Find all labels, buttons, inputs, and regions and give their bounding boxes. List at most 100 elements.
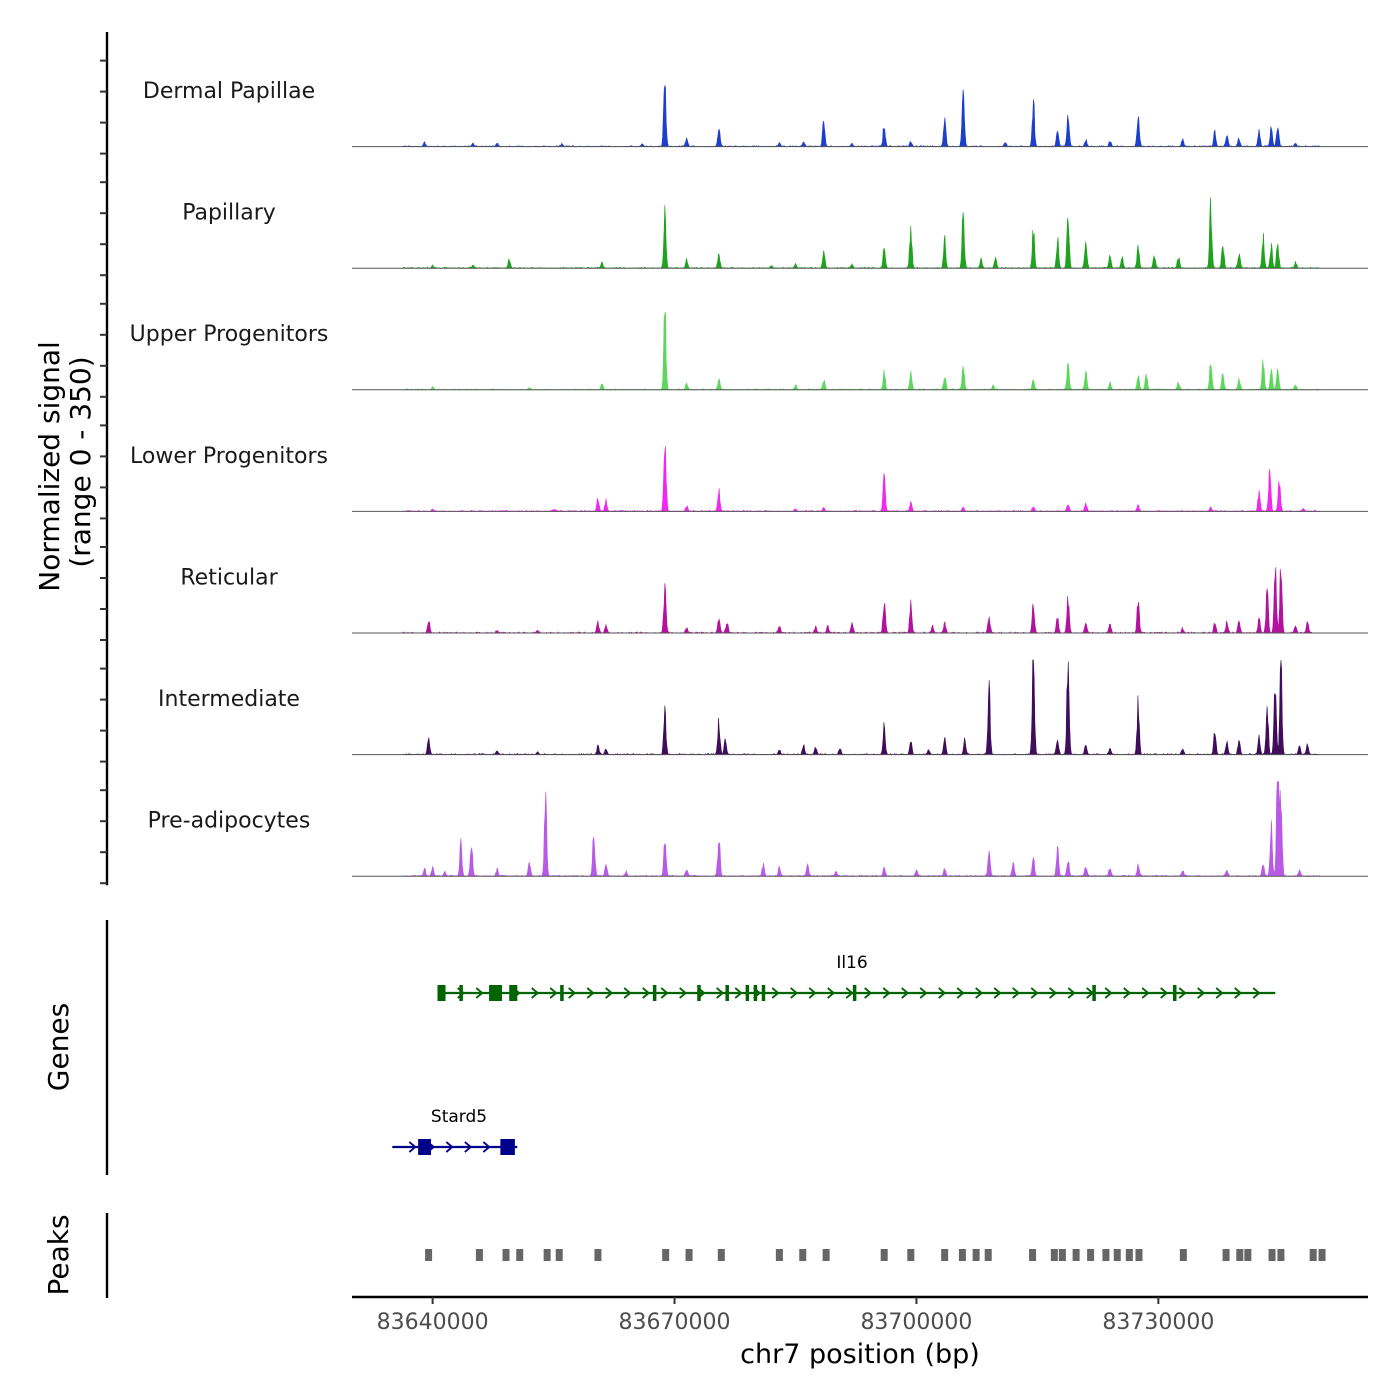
strand-arrow	[1234, 987, 1243, 999]
strand-arrow	[1197, 987, 1206, 999]
strand-arrow	[901, 987, 910, 999]
peak-mark	[1244, 1249, 1252, 1261]
peak-mark	[1102, 1249, 1110, 1261]
peak-mark	[502, 1249, 510, 1261]
peak-mark	[425, 1249, 433, 1261]
peak-mark	[1236, 1249, 1244, 1261]
strand-arrow	[475, 987, 484, 999]
exon	[745, 985, 750, 1001]
strand-arrow	[660, 987, 669, 999]
exon	[1092, 985, 1096, 1001]
peak-mark	[822, 1249, 830, 1261]
x-tick-label: 83700000	[860, 1310, 972, 1335]
peak-mark	[1268, 1249, 1276, 1261]
coverage-track: Reticular	[180, 565, 1368, 634]
strand-arrow	[790, 987, 799, 999]
strand-arrow	[568, 987, 577, 999]
peak-mark	[516, 1249, 524, 1261]
track-label: Papillary	[182, 201, 276, 226]
peak-mark	[799, 1249, 807, 1261]
strand-arrow	[1030, 987, 1039, 999]
gene-model: Stard5	[392, 1107, 518, 1155]
peak-mark	[1125, 1249, 1133, 1261]
peaks-y-axis-label: Peaks	[42, 1214, 75, 1295]
track-label: Lower Progenitors	[130, 444, 328, 469]
peak-mark	[1222, 1249, 1230, 1261]
coverage-area	[402, 567, 1321, 634]
peak-mark	[1058, 1249, 1066, 1261]
exon	[437, 985, 446, 1001]
peak-mark	[907, 1249, 915, 1261]
exon	[761, 985, 766, 1001]
strand-arrow	[1123, 987, 1132, 999]
x-axis-label: chr7 position (bp)	[740, 1339, 980, 1370]
peak-mark	[662, 1249, 670, 1261]
strand-arrow	[771, 987, 780, 999]
peak-mark	[1113, 1249, 1121, 1261]
strand-arrow	[919, 987, 928, 999]
peak-mark	[1087, 1249, 1095, 1261]
coverage-area	[402, 85, 1321, 148]
peak-mark	[972, 1249, 980, 1261]
x-tick-label: 83730000	[1102, 1310, 1214, 1335]
peak-mark	[717, 1249, 725, 1261]
strand-arrow	[1067, 987, 1076, 999]
strand-arrow	[549, 987, 558, 999]
strand-arrow	[956, 987, 965, 999]
track-label: Intermediate	[158, 687, 300, 712]
strand-arrow	[642, 987, 651, 999]
track-label: Reticular	[180, 565, 278, 590]
coverage-track: Pre-adipocytes	[148, 781, 1368, 877]
strand-arrow	[445, 1141, 454, 1153]
peak-mark	[984, 1249, 992, 1261]
strand-arrow	[408, 1141, 417, 1153]
strand-arrow	[1012, 987, 1021, 999]
strand-arrow	[716, 987, 725, 999]
peak-mark	[880, 1249, 888, 1261]
peak-mark	[543, 1249, 551, 1261]
peak-mark	[1309, 1249, 1317, 1261]
strand-arrow	[1049, 987, 1058, 999]
strand-arrow	[1160, 987, 1169, 999]
peak-mark	[594, 1249, 602, 1261]
peak-mark	[1277, 1249, 1285, 1261]
exon	[489, 985, 502, 1001]
strand-arrow	[938, 987, 947, 999]
peak-mark	[1029, 1249, 1037, 1261]
peak-mark	[1072, 1249, 1080, 1261]
strand-arrow	[1178, 987, 1187, 999]
strand-arrow	[882, 987, 891, 999]
exon	[500, 1139, 515, 1155]
strand-arrow	[808, 987, 817, 999]
strand-arrow	[679, 987, 688, 999]
strand-arrow	[864, 987, 873, 999]
gene-model: Il16	[437, 953, 1276, 1001]
strand-arrow	[993, 987, 1002, 999]
peak-mark	[555, 1249, 563, 1261]
peak-mark	[1050, 1249, 1058, 1261]
exon	[418, 1139, 432, 1155]
gene-track: Il16 Stard5	[392, 953, 1276, 1155]
coverage-area	[402, 446, 1321, 512]
gene-label: Il16	[836, 953, 867, 973]
exon	[652, 985, 657, 1001]
coverage-track: Upper Progenitors	[130, 311, 1368, 391]
strand-arrow	[845, 987, 854, 999]
exon	[459, 985, 463, 1001]
peak-mark	[958, 1249, 966, 1261]
peak-mark	[475, 1249, 483, 1261]
strand-arrow	[464, 1141, 473, 1153]
strand-arrow	[1215, 987, 1224, 999]
strand-arrow	[734, 987, 743, 999]
strand-arrow	[1104, 987, 1113, 999]
coverage-y-axis	[100, 32, 109, 886]
exon	[852, 985, 857, 1001]
peak-mark	[941, 1249, 949, 1261]
track-label: Pre-adipocytes	[148, 809, 311, 834]
coverage-track: Intermediate	[158, 659, 1368, 756]
coverage-track: Dermal Papillae	[143, 79, 1368, 148]
strand-arrow	[623, 987, 632, 999]
track-label: Upper Progenitors	[130, 322, 329, 347]
exon	[725, 985, 729, 1001]
